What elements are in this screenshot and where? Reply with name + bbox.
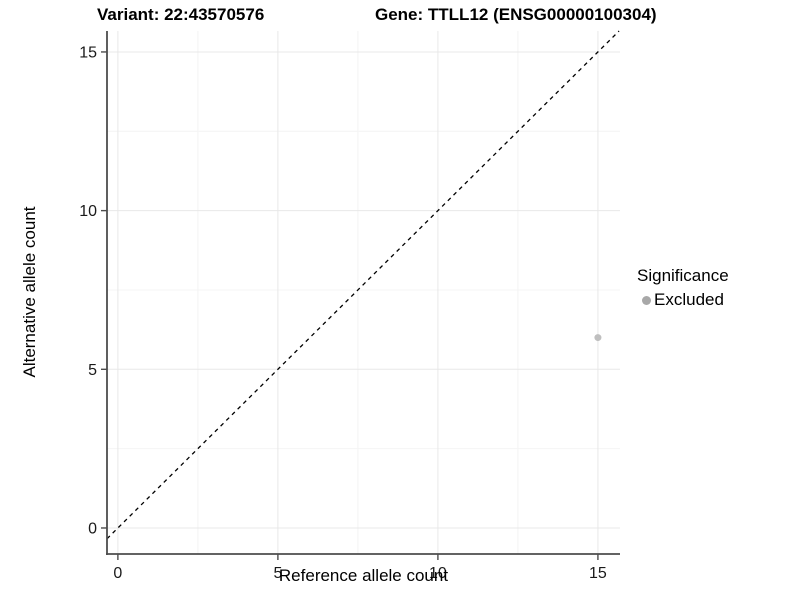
legend-item-label: Excluded: [654, 290, 724, 309]
y-tick-label: 10: [79, 203, 97, 220]
data-point: [594, 334, 602, 342]
x-tick-label: 10: [429, 565, 447, 582]
panel-background: [107, 31, 620, 554]
y-tick-label: 5: [88, 362, 97, 379]
legend: Significance Excluded: [632, 266, 729, 310]
identity-dashed-line: [106, 30, 620, 540]
legend-key-dot-icon: [642, 295, 651, 305]
y-tick-label: 0: [88, 520, 97, 537]
x-axis-label: Reference allele count: [278, 566, 449, 585]
plot-title-gene: Gene: TTLL12 (ENSG00000100304): [375, 5, 657, 24]
legend-item-excluded: Excluded: [632, 290, 729, 310]
x-tick-label: 15: [589, 565, 607, 582]
x-tick-label: 5: [273, 565, 282, 582]
y-tick-label: 15: [79, 44, 97, 61]
y-axis-label: Alternative allele count: [20, 206, 39, 378]
x-tick-label: 0: [113, 565, 122, 582]
plot-title-variant: Variant: 22:43570576: [97, 5, 265, 24]
legend-title: Significance: [637, 266, 729, 285]
